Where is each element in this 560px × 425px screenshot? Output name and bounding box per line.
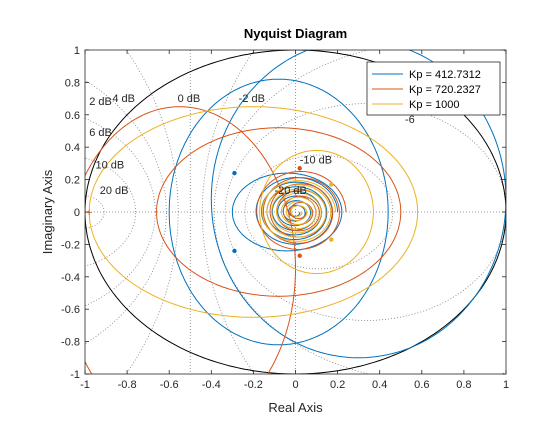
y-axis-label: Imaginary Axis: [40, 169, 55, 254]
x-tick-label: 0.6: [414, 379, 429, 391]
db-label: 0 dB: [178, 93, 201, 105]
x-tick-label: -1: [80, 379, 90, 391]
x-tick-label: 1: [503, 379, 509, 391]
legend-label-1: Kp = 412.7312: [409, 69, 481, 81]
series-1-mid-loop: [168, 78, 389, 346]
x-tick-labels: -1 -0.8 -0.6 -0.4 -0.2 0 0.2 0.4 0.6 0.8 1: [80, 379, 509, 391]
db-label: 6 dB: [89, 127, 112, 139]
series-1-marker-1: [232, 170, 237, 176]
series-1-outer-loop: [210, 50, 506, 359]
series-3-marker-1: [329, 182, 334, 187]
y-tick-label: -1: [70, 369, 80, 381]
x-tick-label: 0.2: [330, 379, 345, 391]
x-tick-label: -0.8: [118, 379, 137, 391]
axes-frame: [84, 49, 507, 375]
x-tick-label: 0.8: [456, 379, 471, 391]
db-label: 4 dB: [112, 93, 135, 105]
series-1-marker-2: [232, 248, 237, 254]
x-tick-label: -0.6: [160, 379, 179, 391]
x-tick-label: 0: [292, 379, 298, 391]
series-3-mid-loop: [259, 149, 374, 275]
y-tick-label: 0.8: [65, 77, 80, 89]
x-axis-label: Real Axis: [268, 400, 323, 415]
y-tick-label: -0.6: [61, 304, 80, 316]
y-tick-label: 0.6: [65, 110, 80, 122]
critical-point-marker: +: [86, 207, 92, 219]
y-tick-label: -0.2: [61, 239, 80, 251]
nyquist-curves: +: [85, 50, 506, 374]
y-tick-label: 1: [74, 45, 80, 57]
y-tick-label: -0.4: [61, 272, 80, 284]
series-2-mid-loop: [156, 127, 402, 297]
chart-title: Nyquist Diagram: [244, 26, 347, 41]
db-label: 20 dB: [100, 185, 129, 197]
legend-label-3: Kp = 1000: [409, 99, 459, 111]
db-contour: [224, 103, 506, 321]
y-tick-label: 0.2: [65, 175, 80, 187]
series-3-spiral: [261, 180, 336, 242]
y-tick-label: 0.4: [65, 142, 80, 154]
series-3-marker-2: [329, 237, 334, 242]
x-tick-label: -0.2: [244, 379, 263, 391]
db-label: 10 dB: [96, 159, 125, 171]
db-contour: [85, 195, 105, 229]
y-tick-label: -0.8: [61, 337, 80, 349]
db-label: -10 dB: [300, 154, 332, 166]
db-label: -2 dB: [239, 93, 265, 105]
series-3-outer-loop: [88, 106, 419, 318]
series-2-marker-1: [297, 166, 302, 171]
db-label: -20 dB: [274, 185, 306, 197]
legend-label-2: Kp = 720.2327: [409, 84, 481, 96]
db-contour-labels: 2 dB 4 dB 6 dB 10 dB 20 dB 0 dB -2 dB -6 -10 dB -…: [89, 93, 415, 197]
y-tick-label: 0: [74, 207, 80, 219]
x-tick-label: 0.4: [372, 379, 387, 391]
series-1-inner-loop: [231, 172, 343, 252]
y-tick-labels: -1 -0.8 -0.6 -0.4 -0.2 0 0.2 0.4 0.6 0.8 1: [61, 45, 80, 381]
db-label: 2 dB: [89, 96, 112, 108]
series-2-marker-2: [297, 253, 302, 258]
series-2-outer-loop: [85, 106, 296, 374]
db-label: -6: [405, 114, 415, 126]
legend: Kp = 412.7312 Kp = 720.2327 Kp = 1000: [366, 61, 501, 116]
x-tick-label: -0.4: [202, 379, 221, 391]
